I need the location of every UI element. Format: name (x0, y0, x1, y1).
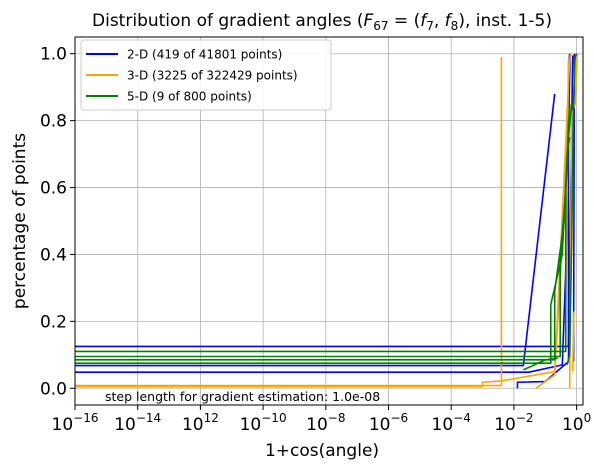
plot-series (75, 53, 579, 389)
series-2-line (571, 311, 575, 372)
x-tick-label: 10−10 (240, 411, 287, 435)
series-2-line (75, 107, 568, 388)
y-tick-label: 0.6 (40, 179, 67, 199)
legend-entry-label: 5-D (9 of 800 points) (127, 90, 252, 104)
x-tick-label: 10−8 (306, 411, 345, 435)
x-tick-label: 10−14 (114, 411, 161, 435)
x-tick-label: 10−6 (369, 411, 408, 435)
x-tick-label: 100 (562, 411, 591, 435)
chart-title: Distribution of gradient angles (F67 = (… (92, 11, 552, 33)
y-axis-label: percentage of points (10, 133, 30, 309)
series-3-line (75, 137, 571, 364)
legend-entry-label: 3-D (3225 of 322429 points) (127, 69, 298, 83)
x-axis-label: 1+cos(angle) (265, 441, 379, 461)
series-3-line (523, 357, 558, 371)
y-tick-label: 0.0 (40, 379, 67, 399)
series-3-line (566, 53, 578, 366)
axis-ticks: 10−16 10−14 1012 10−10 10−8 10−6 10−4 10−2 100 0.… (40, 45, 591, 435)
series-1-line (75, 93, 556, 367)
y-tick-label: 0.2 (40, 312, 67, 332)
legend-entry-label: 2-D (419 of 41801 points) (127, 48, 282, 62)
y-tick-label: 1.0 (40, 45, 67, 65)
x-tick-label: 10−4 (432, 411, 471, 435)
series-3-group (75, 53, 578, 371)
grid-lines (74, 37, 583, 405)
step-length-annotation: step length for gradient estimation: 1.0… (105, 389, 380, 404)
y-tick-label: 0.8 (40, 112, 67, 132)
legend-box (80, 39, 332, 111)
x-tick-label: 10−2 (494, 411, 533, 435)
y-tick-label: 0.4 (40, 245, 67, 265)
x-tick-label: 1012 (182, 411, 219, 435)
legend: 2-D (419 of 41801 points) 3-D (3225 of 32… (80, 39, 332, 111)
plot-area-frame (74, 36, 584, 406)
series-2-line (535, 53, 572, 389)
x-tick-label: 10−16 (52, 411, 99, 435)
series-3-line (75, 103, 573, 353)
series-2-line (75, 57, 503, 387)
